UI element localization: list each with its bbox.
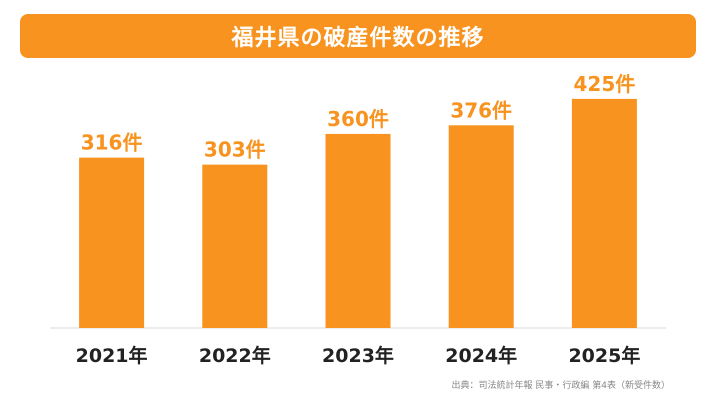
bar-2022年	[202, 164, 268, 328]
chart-title: 福井県の破産件数の推移	[231, 26, 485, 51]
x-tick-label-2023年: 2023年	[322, 344, 394, 367]
bar-2021年	[79, 157, 145, 328]
x-tick-label-2022年: 2022年	[199, 344, 271, 367]
data-label-2021年: 316件	[81, 131, 143, 155]
bar-2024年	[448, 125, 514, 328]
data-label-2025年: 425件	[574, 72, 636, 96]
data-label-2023年: 360件	[327, 107, 389, 131]
x-tick-label-2021年: 2021年	[76, 344, 148, 367]
chart-title-bar: 福井県の破産件数の推移	[20, 14, 696, 58]
x-tick-label-2024年: 2024年	[445, 344, 517, 367]
x-tick-label-2025年: 2025年	[568, 344, 640, 367]
bar-2025年	[571, 98, 637, 328]
data-label-2024年: 376件	[450, 98, 512, 122]
data-label-2022年: 303件	[204, 138, 266, 162]
bar-2023年	[325, 133, 391, 328]
source-note: 出典：司法統計年報 民事・行政編 第4表（新受件数）	[451, 381, 670, 391]
